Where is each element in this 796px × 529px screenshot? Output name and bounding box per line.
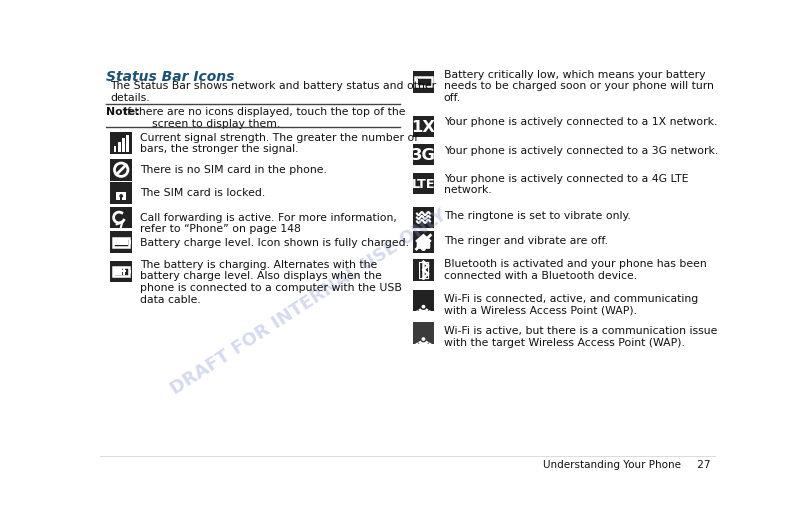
Bar	[412, 322, 435, 344]
Text: Your phone is actively connected to a 4G LTE
network.: Your phone is actively connected to a 4G…	[443, 174, 688, 195]
Text: Status Bar Icons: Status Bar Icons	[106, 70, 234, 84]
Bar	[114, 146, 116, 152]
Text: Call forwarding is active. For more information,
refer to “Phone” on page 148: Call forwarding is active. For more info…	[140, 213, 396, 234]
Bar	[116, 193, 126, 200]
Text: 3G: 3G	[411, 148, 436, 162]
Bar	[114, 268, 120, 275]
Bar	[113, 238, 129, 247]
Bar	[111, 159, 132, 180]
Bar	[113, 267, 129, 276]
Bar	[111, 261, 132, 282]
Bar	[412, 143, 435, 165]
Polygon shape	[416, 234, 431, 248]
Bar	[120, 196, 122, 199]
Bar	[412, 207, 435, 228]
Circle shape	[422, 338, 424, 340]
Bar	[412, 231, 435, 253]
Bar	[114, 239, 128, 245]
Bar	[122, 139, 125, 152]
Bar	[412, 259, 435, 280]
Bar	[431, 80, 433, 84]
Bar	[111, 207, 132, 228]
Text: LTE: LTE	[412, 178, 435, 191]
Bar	[111, 132, 132, 153]
Text: 1X: 1X	[412, 120, 435, 135]
Text: Battery charge level. Icon shown is fully charged.: Battery charge level. Icon shown is full…	[140, 238, 409, 248]
Bar	[416, 79, 418, 85]
Text: Note:: Note:	[106, 107, 139, 117]
Bar	[412, 259, 435, 280]
Bar	[126, 134, 129, 152]
Text: If there are no icons displayed, touch the top of the
        screen to display : If there are no icons displayed, touch t…	[124, 107, 406, 129]
Bar	[412, 322, 435, 344]
Text: Bluetooth is activated and your phone has been
connected with a Bluetooth device: Bluetooth is activated and your phone ha…	[443, 259, 706, 281]
Text: Battery critically low, which means your battery
needs to be charged soon or you: Battery critically low, which means your…	[443, 70, 713, 103]
Bar	[412, 290, 435, 312]
Text: The Status Bar shows network and battery status and other
details.: The Status Bar shows network and battery…	[111, 81, 436, 103]
Bar	[129, 270, 131, 273]
Text: Your phone is actively connected to a 3G network.: Your phone is actively connected to a 3G…	[443, 146, 718, 156]
Text: Wi-Fi is active, but there is a communication issue
with the target Wireless Acc: Wi-Fi is active, but there is a communic…	[443, 326, 717, 348]
Bar	[118, 142, 120, 152]
Text: Your phone is actively connected to a 1X network.: Your phone is actively connected to a 1X…	[443, 116, 717, 126]
Text: The ringer and vibrate are off.: The ringer and vibrate are off.	[443, 236, 607, 246]
Text: DRAFT FOR INTERNAL USE ONLY: DRAFT FOR INTERNAL USE ONLY	[167, 206, 451, 398]
Circle shape	[120, 195, 123, 197]
Circle shape	[422, 247, 425, 250]
Bar	[129, 240, 131, 244]
Bar	[111, 182, 132, 204]
Text: The ringtone is set to vibrate only.: The ringtone is set to vibrate only.	[443, 211, 630, 221]
Bar	[416, 77, 431, 86]
Text: ⧖: ⧖	[418, 261, 431, 280]
Text: There is no SIM card in the phone.: There is no SIM card in the phone.	[140, 165, 326, 175]
Text: The SIM card is locked.: The SIM card is locked.	[140, 188, 265, 198]
Circle shape	[422, 305, 424, 308]
Bar	[412, 173, 435, 194]
Bar	[412, 116, 435, 138]
Text: Current signal strength. The greater the number of
bars, the stronger the signal: Current signal strength. The greater the…	[140, 133, 418, 154]
Text: The battery is charging. Alternates with the
battery charge level. Also displays: The battery is charging. Alternates with…	[140, 260, 402, 305]
Text: Wi-Fi is connected, active, and communicating
with a Wireless Access Point (WAP): Wi-Fi is connected, active, and communic…	[443, 294, 698, 315]
Text: Understanding Your Phone     27: Understanding Your Phone 27	[543, 460, 710, 470]
Bar	[412, 71, 435, 93]
Bar	[111, 231, 132, 253]
